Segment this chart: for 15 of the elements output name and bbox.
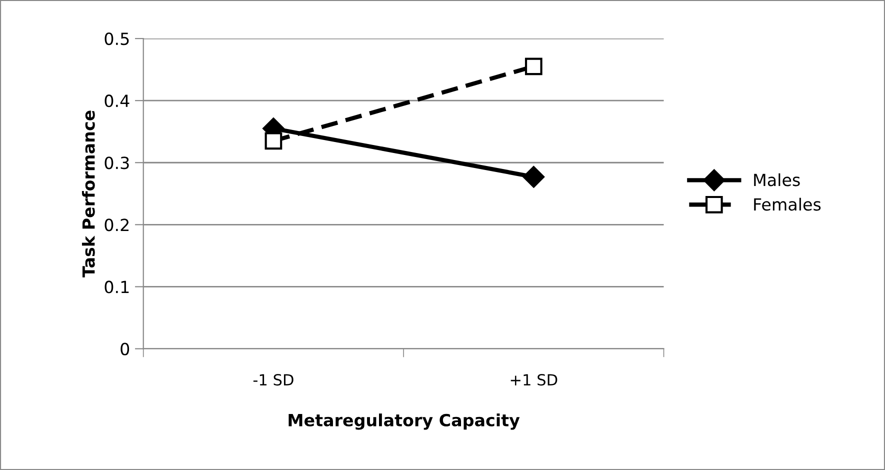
y-axis-title: Task Performance [82,110,95,278]
x-tick-label: -1 SD [253,374,294,386]
x-axis-title: Metaregulatory Capacity [288,414,520,430]
y-tick-label: 0.4 [104,94,130,108]
y-tick-label: 0.3 [104,156,129,170]
y-tick-label: 0.1 [104,280,129,294]
legend-label: Males [754,173,800,186]
x-tick-label: +1 SD [510,374,558,386]
point [264,132,282,150]
point [524,58,542,76]
y-tick-label: 0.5 [104,32,129,46]
y-tick-label: 0.2 [104,218,129,232]
legend-label: Females [754,198,821,211]
point [522,166,545,188]
y-tick-label: 0 [120,342,130,356]
